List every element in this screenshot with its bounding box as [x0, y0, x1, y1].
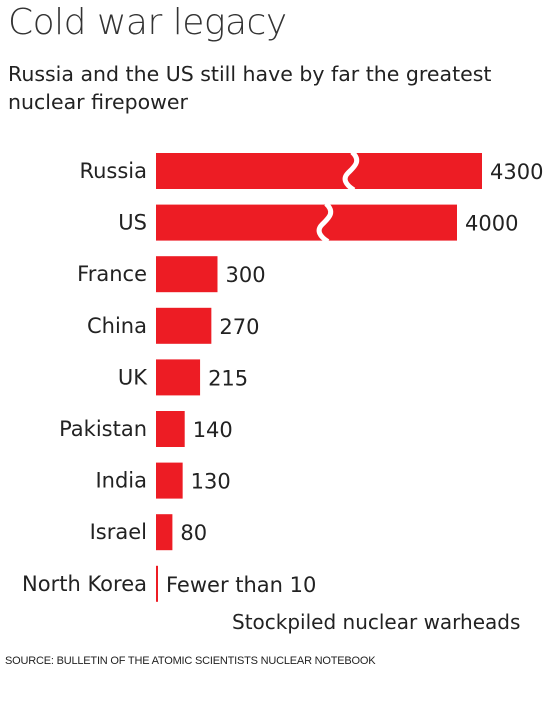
- category-label-israel: Israel: [90, 520, 147, 544]
- value-label-france: 300: [226, 263, 266, 287]
- category-label-india: India: [95, 469, 147, 493]
- bar-chart: Russia 4300 US 4000 France 300 China 270 UK 215 Pa…: [22, 150, 543, 602]
- value-label-uk: 215: [208, 366, 248, 390]
- category-label-france: France: [77, 262, 147, 286]
- value-label-russia: 4300: [490, 160, 543, 184]
- source-note: SOURCE: BULLETIN OF THE ATOMIC SCIENTIST…: [5, 655, 376, 667]
- bar-china: [156, 307, 212, 344]
- category-label-uk: UK: [118, 365, 148, 389]
- value-label-india: 130: [191, 470, 231, 494]
- category-label-china: China: [87, 314, 147, 338]
- value-label-israel: 80: [180, 521, 207, 545]
- chart-title: Cold war legacy: [8, 2, 287, 43]
- axis-break-us: [316, 201, 334, 244]
- value-label-pakistan: 140: [193, 418, 233, 442]
- bar-us: [156, 204, 457, 241]
- bar-france: [156, 256, 218, 293]
- bar-pakistan: [156, 411, 185, 447]
- axis-break-russia: [342, 150, 360, 193]
- bar-russia: [156, 153, 482, 189]
- bar-north-korea: [156, 565, 158, 602]
- chart-subtitle: Russia and the US still have by far the …: [8, 62, 492, 114]
- category-label-north-korea: North Korea: [22, 572, 147, 596]
- value-label-us: 4000: [465, 212, 518, 236]
- x-axis-label: Stockpiled nuclear warheads: [232, 610, 521, 634]
- category-label-pakistan: Pakistan: [59, 417, 147, 441]
- value-label-china: 270: [219, 315, 259, 339]
- bar-india: [156, 462, 183, 499]
- value-label-north-korea: Fewer than 10: [166, 573, 316, 597]
- bar-uk: [156, 359, 201, 396]
- bar-israel: [156, 514, 173, 551]
- category-label-us: US: [118, 211, 147, 235]
- category-label-russia: Russia: [79, 159, 147, 183]
